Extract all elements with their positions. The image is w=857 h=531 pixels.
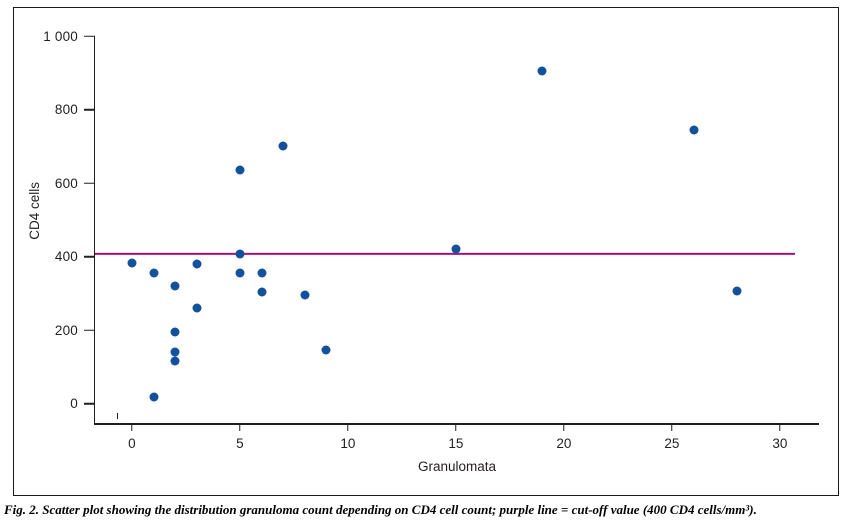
data-point (192, 303, 202, 313)
plot-area: CD4 cells Granulomata 0 200 400 600 800 1 000… (27, 29, 819, 473)
y-axis-tick (84, 108, 95, 111)
data-point (170, 347, 180, 357)
data-point (300, 290, 310, 300)
x-axis-tick (779, 423, 781, 431)
y-axis-tick (84, 182, 95, 184)
y-axis-tick-label: 1 000 (43, 28, 78, 44)
y-axis-tick-label: 800 (54, 101, 78, 117)
x-axis-tick-label: 10 (340, 436, 356, 451)
data-point (127, 258, 137, 268)
data-point (451, 244, 461, 254)
x-axis-tick (131, 423, 133, 431)
y-axis-tick (84, 256, 95, 258)
figure-frame: CD4 cells Granulomata 0 200 400 600 800 1 000… (13, 7, 839, 496)
data-point (689, 125, 698, 135)
x-axis-tick-label: 25 (664, 436, 680, 451)
x-axis-tick-label: 0 (128, 436, 136, 451)
y-axis-tick-label: 0 (70, 396, 78, 412)
x-axis-tick-label: 5 (236, 436, 244, 451)
figure-caption: Fig. 2. Scatter plot showing the distrib… (4, 502, 757, 517)
stray-tick-mark (116, 413, 119, 419)
data-point (257, 268, 267, 278)
x-axis-tick-label: 15 (448, 436, 464, 451)
data-point (732, 286, 742, 296)
y-axis-title: CD4 cells (25, 36, 45, 423)
data-point (235, 268, 245, 278)
data-point (257, 287, 267, 297)
y-axis-tick (84, 403, 95, 405)
data-point (149, 268, 159, 278)
data-point (278, 141, 288, 151)
x-axis-tick (347, 423, 349, 431)
y-axis-line (93, 36, 95, 425)
x-axis-title: Granulomata (417, 459, 497, 474)
data-point (192, 259, 202, 269)
cutoff-line (95, 253, 796, 255)
y-axis-tick-label: 600 (54, 175, 78, 191)
data-point (537, 66, 547, 76)
x-axis-tick-label: 20 (556, 436, 572, 451)
x-axis-tick-label: 30 (772, 436, 788, 451)
data-point (170, 281, 180, 291)
data-point (235, 165, 245, 175)
y-axis-tick-label: 400 (54, 249, 78, 265)
x-axis-tick (239, 423, 241, 431)
data-point (170, 327, 180, 337)
x-axis-tick (563, 423, 565, 431)
data-point (149, 392, 159, 402)
x-axis-tick (455, 423, 457, 431)
y-axis-tick (84, 35, 95, 37)
x-axis-tick (671, 423, 673, 431)
data-point (235, 249, 245, 259)
y-axis-tick-label: 200 (54, 322, 78, 338)
data-point (321, 345, 331, 355)
data-point (170, 356, 180, 366)
y-axis-title-text: CD4 cells (27, 181, 43, 240)
y-axis-tick (84, 329, 95, 332)
